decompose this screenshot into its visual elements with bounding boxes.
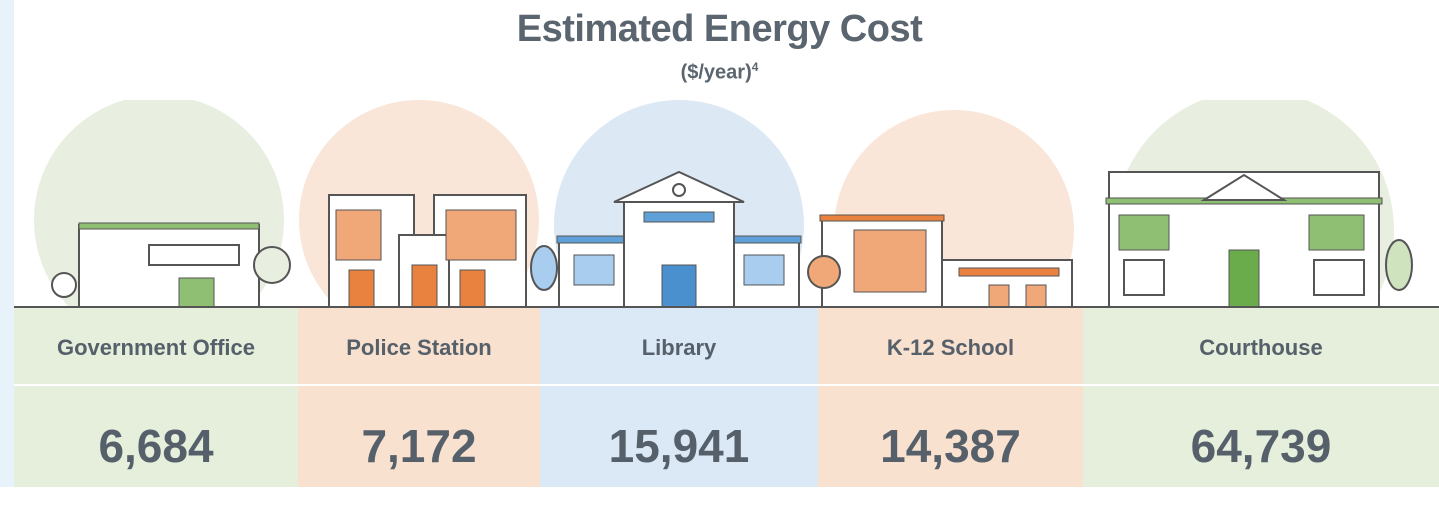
column: Police Station 7,172 bbox=[298, 308, 540, 487]
building-name: Government Office bbox=[14, 308, 298, 386]
cost-value: 15,941 bbox=[540, 386, 818, 487]
cost-value: 6,684 bbox=[14, 386, 298, 487]
column: Government Office 6,684 bbox=[14, 308, 298, 487]
building-name: Courthouse bbox=[1083, 308, 1439, 386]
column: Library 15,941 bbox=[540, 308, 818, 487]
cost-value: 7,172 bbox=[298, 386, 540, 487]
title: Estimated Energy Cost bbox=[0, 8, 1439, 51]
subtitle: ($/year)4 bbox=[0, 60, 1439, 85]
page: {"title": "Estimated Energy Cost", "subt… bbox=[0, 0, 1439, 487]
subtitle-text: ($/year) bbox=[681, 62, 752, 84]
building-name: K-12 School bbox=[818, 308, 1083, 386]
building-illustrations bbox=[14, 100, 1439, 310]
cost-value: 64,739 bbox=[1083, 386, 1439, 487]
footnote-mark: 4 bbox=[752, 60, 759, 74]
building-name: Library bbox=[540, 308, 818, 386]
column: Courthouse 64,739 bbox=[1083, 308, 1439, 487]
column: K-12 School 14,387 bbox=[818, 308, 1083, 487]
cost-value: 14,387 bbox=[818, 386, 1083, 487]
building-name: Police Station bbox=[298, 308, 540, 386]
